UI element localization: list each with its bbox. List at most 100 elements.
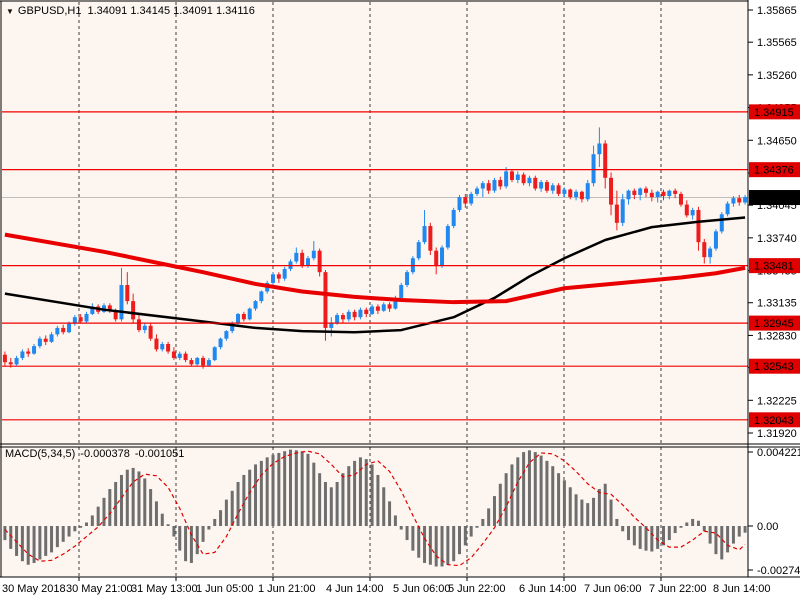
candle-bull xyxy=(405,272,410,286)
candle-bear xyxy=(166,344,171,352)
macd-histogram-bar xyxy=(230,490,234,526)
macd-histogram-bar xyxy=(201,526,205,542)
candle-bull xyxy=(119,285,124,320)
macd-histogram-bar xyxy=(714,526,718,555)
level-price-label[interactable] xyxy=(749,315,800,331)
macd-histogram-bar xyxy=(399,526,403,530)
candle-bear xyxy=(644,188,649,193)
macd-histogram-bar xyxy=(533,452,537,526)
macd-histogram-bar xyxy=(376,474,380,526)
macd-histogram-bar xyxy=(434,526,438,567)
macd-histogram-bar xyxy=(3,526,7,541)
macd-histogram-bar xyxy=(708,526,712,544)
macd-histogram-bar xyxy=(411,526,415,551)
macd-histogram-bar xyxy=(382,487,386,526)
candle-bull xyxy=(84,313,89,322)
candle-bull xyxy=(527,177,532,184)
candle-bull xyxy=(597,143,602,155)
level-price-label[interactable] xyxy=(749,162,800,178)
macd-histogram-bar xyxy=(644,526,648,551)
macd-histogram-bar xyxy=(696,520,700,526)
candle-bull xyxy=(224,331,229,339)
candle-bull xyxy=(370,306,375,314)
macd-histogram-bar xyxy=(446,526,450,565)
level-price-label[interactable] xyxy=(749,412,800,428)
symbol-timeframe-label: GBPUSD,H1 xyxy=(17,5,82,17)
macd-histogram-bar xyxy=(580,499,584,526)
macd-indicator-label: MACD(5,34,5) -0.000378 -0.001051 xyxy=(5,448,189,460)
candle-bear xyxy=(509,171,514,180)
candle-bull xyxy=(469,193,474,204)
macd-histogram-bar xyxy=(67,526,71,537)
macd-histogram-bar xyxy=(551,466,555,526)
macd-histogram-bar xyxy=(632,526,636,546)
macd-histogram-bar xyxy=(137,471,141,526)
macd-histogram-bar xyxy=(661,526,665,546)
macd-histogram-bar xyxy=(26,526,30,565)
time-label: 30 May 2018 xyxy=(2,583,66,595)
ohlc-values: 1.34091 1.34145 1.34091 1.34116 xyxy=(87,5,255,17)
macd-histogram-bar xyxy=(586,503,590,526)
y-tick-label: 1.33135 xyxy=(757,298,797,310)
macd-histogram-bar xyxy=(492,496,496,526)
macd-histogram-bar xyxy=(405,526,409,541)
macd-histogram-bar xyxy=(498,483,502,526)
macd-histogram-bar xyxy=(213,518,217,526)
macd-signal-value: -0.001051 xyxy=(134,448,185,460)
plot-background xyxy=(0,0,748,577)
level-price-label[interactable] xyxy=(749,358,800,374)
macd-histogram-bar xyxy=(347,466,351,526)
candle-bear xyxy=(375,306,380,311)
macd-histogram-bar xyxy=(522,452,526,526)
time-label: 31 May 13:00 xyxy=(131,583,198,595)
macd-histogram-bar xyxy=(358,457,362,526)
macd-scale-label: 0.00 xyxy=(757,521,778,533)
current-price-label-text: 1.34116 xyxy=(754,193,793,205)
macd-histogram-bar xyxy=(300,451,304,526)
time-label: 30 May 21:00 xyxy=(66,583,133,595)
candle-bear xyxy=(300,252,305,266)
macd-histogram-bar xyxy=(312,462,316,526)
candle-bear xyxy=(737,198,742,203)
level-price-label[interactable] xyxy=(749,258,800,274)
candle-bull xyxy=(422,226,427,243)
macd-histogram-bar xyxy=(557,473,561,526)
candle-bear xyxy=(61,327,66,333)
macd-histogram-bar xyxy=(189,526,193,563)
candle-bear xyxy=(113,310,118,320)
candle-bear xyxy=(154,338,159,350)
chevron-down-icon[interactable]: ▼ xyxy=(6,7,14,16)
candle-bull xyxy=(539,182,544,189)
candle-bull xyxy=(247,308,252,320)
macd-histogram-bar xyxy=(318,473,322,526)
candle-bear xyxy=(43,338,48,342)
candle-bear xyxy=(2,354,7,363)
candle-bull xyxy=(305,258,310,266)
candle-bear xyxy=(340,315,345,320)
macd-histogram-bar xyxy=(428,526,432,565)
candle-bear xyxy=(26,351,31,354)
candle-bear xyxy=(533,177,538,189)
macd-histogram-bar xyxy=(545,460,549,526)
candle-bull xyxy=(620,199,625,223)
candle-bear xyxy=(171,351,176,358)
macd-histogram-bar xyxy=(469,526,473,537)
macd-histogram-bar xyxy=(393,515,397,526)
macd-histogram-bar xyxy=(597,489,601,526)
candle-bear xyxy=(131,301,136,320)
level-price-label[interactable] xyxy=(749,104,800,120)
candle-bull xyxy=(358,309,363,318)
candle-bull xyxy=(271,274,276,283)
candle-bear xyxy=(661,191,666,197)
macd-histogram-bar xyxy=(172,526,176,537)
candle-bull xyxy=(212,347,217,361)
candle-bull xyxy=(72,317,77,324)
current-price-label[interactable] xyxy=(749,190,800,206)
time-label: 7 Jun 22:00 xyxy=(649,583,707,595)
candle-bull xyxy=(416,242,421,259)
y-tick-label: 1.32225 xyxy=(757,395,797,407)
candle-bull xyxy=(480,183,485,189)
y-tick-label: 1.35865 xyxy=(757,5,797,17)
candle-bear xyxy=(568,189,573,198)
